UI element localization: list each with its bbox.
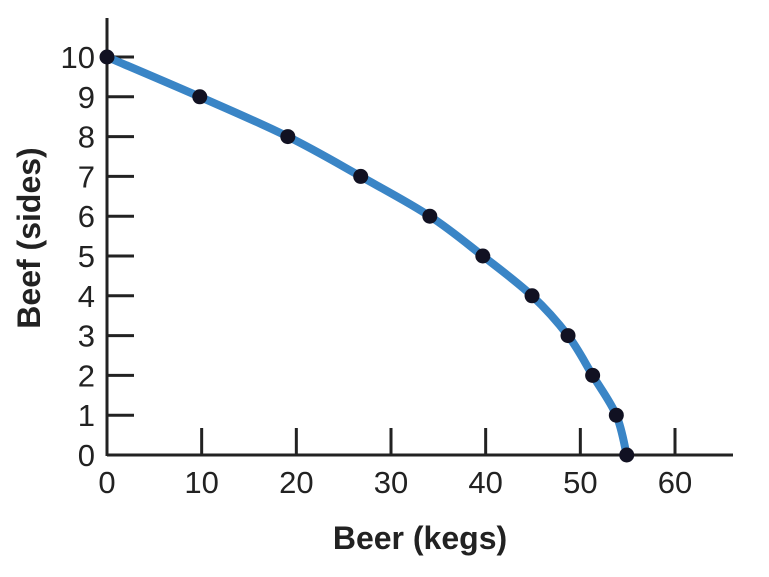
x-tick-label: 0 (98, 465, 115, 500)
y-tick-label: 3 (78, 319, 95, 354)
y-tick-label: 5 (78, 239, 95, 274)
y-tick-label: 7 (78, 159, 95, 194)
y-tick-label: 10 (61, 40, 95, 75)
data-point (608, 407, 624, 423)
x-ticks: 0 10 20 30 40 50 60 (98, 428, 692, 500)
data-point (585, 367, 601, 383)
y-tick-label: 0 (78, 438, 95, 473)
x-tick-label: 50 (563, 465, 597, 500)
data-point (560, 328, 576, 344)
y-tick-label: 1 (78, 398, 95, 433)
x-tick-label: 10 (184, 465, 218, 500)
x-tick-label: 30 (374, 465, 408, 500)
axes (105, 18, 733, 457)
data-point (619, 447, 635, 463)
data-point (524, 288, 540, 304)
x-tick-label: 60 (658, 465, 692, 500)
data-point (280, 129, 296, 145)
y-ticks: 0 1 2 3 4 5 6 7 8 9 10 (61, 40, 134, 473)
series-layer (99, 49, 635, 463)
x-axis-title: Beer (kegs) (333, 520, 507, 556)
y-tick-label: 6 (78, 199, 95, 234)
y-axis-title: Beef (sides) (11, 147, 47, 328)
ppf-curve (103, 53, 631, 459)
data-point (192, 89, 208, 105)
data-point (99, 49, 115, 65)
y-tick-label: 9 (78, 80, 95, 115)
y-tick-label: 4 (78, 279, 95, 314)
y-tick-label: 8 (78, 120, 95, 155)
y-tick-label: 2 (78, 358, 95, 393)
data-point (422, 208, 438, 224)
data-point (353, 168, 369, 184)
x-tick-label: 40 (468, 465, 502, 500)
data-point (475, 248, 491, 264)
x-tick-label: 20 (279, 465, 313, 500)
